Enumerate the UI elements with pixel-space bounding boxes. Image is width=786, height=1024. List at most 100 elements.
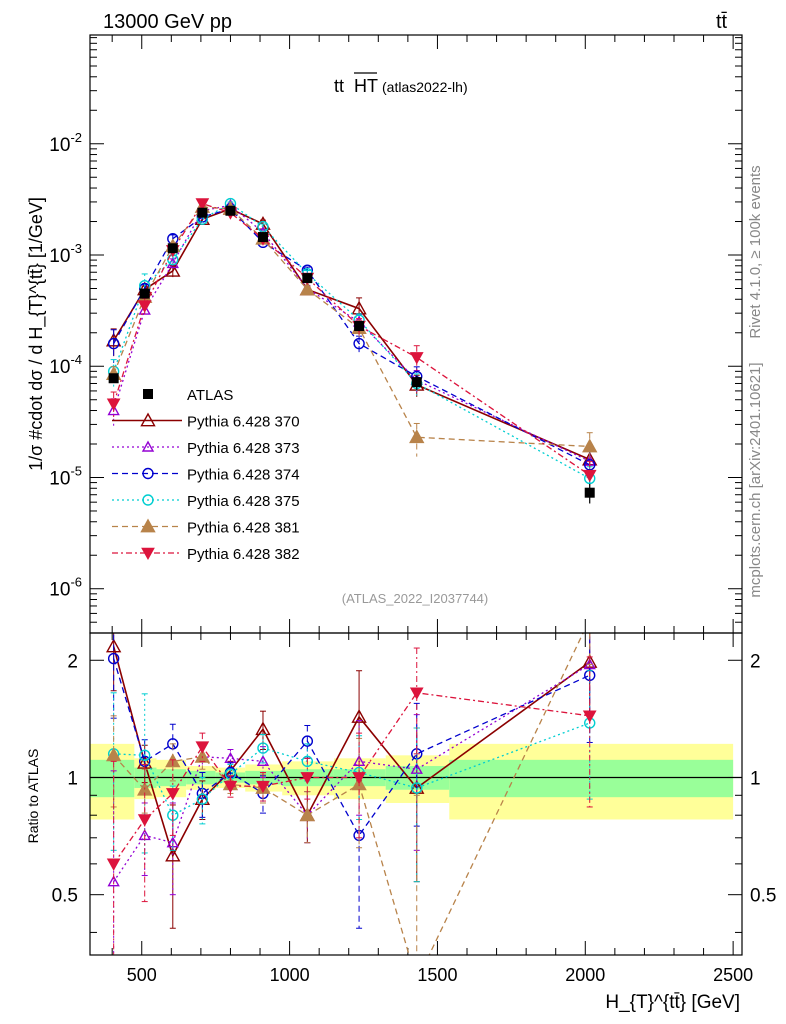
ratio-point xyxy=(165,847,181,862)
main-series xyxy=(105,197,598,504)
series-point xyxy=(582,469,597,483)
rivet-version: Rivet 4.1.0, ≥ 100k events xyxy=(747,165,764,338)
series-point xyxy=(584,459,596,471)
axis-ticks xyxy=(90,35,742,955)
x-tick-label: 1000 xyxy=(270,965,310,985)
ratio-point xyxy=(165,788,180,801)
ratio-tick-label: 0.5 xyxy=(52,886,78,907)
data-point xyxy=(197,207,208,218)
ratio-point xyxy=(257,742,269,754)
ratio-point xyxy=(105,638,122,653)
legend-marker xyxy=(142,467,154,480)
ratio-point xyxy=(301,735,314,747)
data-point xyxy=(225,205,236,216)
x-axis-label: H_{T}^{tt̄} [GeV] xyxy=(605,992,740,1013)
legend-marker xyxy=(140,412,156,427)
ratio-point xyxy=(256,780,270,794)
data-point xyxy=(167,243,178,254)
ratio-point xyxy=(137,814,152,827)
legend-marker xyxy=(142,494,154,506)
y-tick-label: 10-5 xyxy=(49,463,82,489)
band-inner xyxy=(90,759,135,798)
series-line-3 xyxy=(113,208,591,466)
legend-marker xyxy=(140,518,156,533)
ratio-point xyxy=(107,875,120,887)
series-point xyxy=(166,256,179,269)
legend-label: Pythia 6.428 370 xyxy=(187,414,300,431)
series-point xyxy=(137,300,152,313)
ratio-line-3 xyxy=(113,658,590,837)
ratio-axis-label: Ratio to ATLAS xyxy=(25,749,41,844)
ratio-point xyxy=(195,741,210,754)
ratio-point xyxy=(409,687,424,700)
ratio-point xyxy=(106,858,121,871)
series-point xyxy=(165,262,181,277)
series-point xyxy=(195,198,210,211)
data-point xyxy=(584,487,595,498)
ratio-point xyxy=(105,747,122,762)
ratio-point xyxy=(256,754,270,767)
plot-title: tt HT (atlas2022-lh) xyxy=(334,72,468,96)
ratio-series xyxy=(105,633,598,955)
header-right: tt̄ xyxy=(716,11,728,33)
ratio-tick-label-right: 2 xyxy=(750,651,761,672)
ratio-point xyxy=(301,755,314,768)
legend-label: Pythia 6.428 374 xyxy=(187,467,300,484)
y-tick-exponent: -5 xyxy=(70,463,82,478)
series-point xyxy=(582,438,598,453)
legend-label: Pythia 6.428 375 xyxy=(187,493,300,510)
title-sub: (atlas2022-lh) xyxy=(382,79,468,95)
ratio-point xyxy=(299,807,316,822)
ratio-tick-label-right: 1 xyxy=(750,768,761,789)
y-axis-label: 1/σ #cdot dσ / d H_{T}^{tt̄} [1/GeV] xyxy=(26,197,47,471)
ratio-point xyxy=(139,749,151,762)
data-point xyxy=(354,321,365,332)
x-tick-label: 500 xyxy=(127,965,157,985)
series-line-4 xyxy=(113,202,591,480)
data-point xyxy=(257,232,268,243)
legend-marker-atlas xyxy=(143,389,153,399)
y-tick-exponent: -3 xyxy=(70,241,82,256)
ratio-point xyxy=(223,780,238,794)
y-tick-exponent: -6 xyxy=(70,575,82,590)
data-point xyxy=(108,373,119,384)
data-point xyxy=(302,273,313,284)
legend-marker xyxy=(141,440,155,452)
series-point xyxy=(107,404,120,416)
series-line-2 xyxy=(113,204,590,462)
analysis-id: (ATLAS_2022_I2037744) xyxy=(342,591,488,606)
series-point xyxy=(353,337,365,350)
ratio-frame xyxy=(89,632,743,956)
legend-label: Pythia 6.428 382 xyxy=(187,546,300,563)
x-tick-label: 2000 xyxy=(565,965,605,985)
panel-frames xyxy=(89,34,743,956)
series-line-5 xyxy=(113,206,590,448)
mcplots-credit: mcplots.cern.ch [arXiv:2401.10621] xyxy=(747,362,764,597)
ratio-line-2 xyxy=(113,663,591,883)
ratio-tick-label: 2 xyxy=(67,651,78,672)
series-point xyxy=(107,337,120,350)
ratio-point xyxy=(300,772,315,785)
ratio-point xyxy=(107,652,120,665)
y-tick-label: 10-6 xyxy=(49,575,82,601)
y-tick-label: 10-4 xyxy=(49,352,82,378)
x-tick-label: 2500 xyxy=(713,965,753,985)
ratio-point xyxy=(352,772,366,785)
title-main: tt xyxy=(334,76,344,96)
series-point xyxy=(106,398,121,411)
series-line-1 xyxy=(112,207,591,461)
series-point xyxy=(409,429,425,444)
legend-label: Pythia 6.428 381 xyxy=(187,520,300,537)
y-tick-label: 10-3 xyxy=(49,241,82,267)
x-tick-label: 1500 xyxy=(417,965,457,985)
header-left: 13000 GeV pp xyxy=(103,11,232,33)
legend-label: Pythia 6.428 373 xyxy=(187,440,300,457)
y-tick-exponent: -2 xyxy=(70,130,82,145)
title-overline: HT xyxy=(354,76,378,96)
main-frame xyxy=(89,34,743,634)
ratio-point xyxy=(411,782,423,794)
series-point xyxy=(299,281,316,296)
legend-marker xyxy=(141,547,155,561)
legend: ATLAS Pythia 6.428 370 Pythia 6.428 373 Pyt… xyxy=(112,387,300,563)
